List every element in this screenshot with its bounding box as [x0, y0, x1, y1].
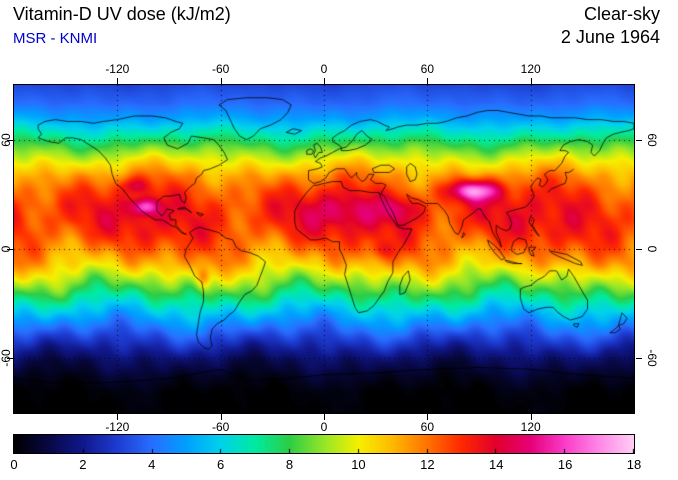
- lat-tick-mark: [7, 140, 13, 141]
- lat-tick-mark: [636, 140, 642, 141]
- lon-tick-label: 120: [520, 420, 541, 434]
- lat-tick-mark: [7, 358, 13, 359]
- map-frame: [13, 84, 635, 414]
- lat-tick-mark: [636, 249, 642, 250]
- lon-tick-mark: [427, 414, 428, 420]
- colorbar-frame: [13, 434, 635, 454]
- colorbar-tick-label: 8: [285, 457, 294, 472]
- lon-tick-label: -60: [211, 62, 230, 76]
- colorbar-tick-label: 0: [10, 457, 18, 472]
- colorbar-tick-label: 4: [148, 457, 156, 472]
- lon-tick-label: -120: [105, 420, 130, 434]
- lon-tick-label: 60: [420, 62, 434, 76]
- lon-tick-label: -120: [105, 62, 130, 76]
- lon-tick-label: 0: [320, 420, 328, 434]
- colorbar-tick-label: 10: [351, 457, 366, 472]
- lon-tick-mark: [531, 78, 532, 84]
- lon-tick-mark: [324, 414, 325, 420]
- colorbar-tick-label: 2: [79, 457, 87, 472]
- lon-tick-label: -60: [211, 420, 230, 434]
- sky-condition-label: Clear-sky: [583, 4, 660, 24]
- lon-tick-mark: [531, 414, 532, 420]
- lat-tick-label: -60: [645, 349, 659, 367]
- lon-tick-mark: [117, 78, 118, 84]
- colorbar-tick-label: 18: [626, 457, 642, 472]
- lat-tick-label: 60: [645, 132, 659, 147]
- colorbar-canvas: [14, 435, 634, 453]
- lon-tick-mark: [427, 78, 428, 84]
- colorbar-tick-label: 14: [488, 457, 504, 472]
- lon-tick-label: 0: [320, 62, 328, 76]
- date-label: 2 June 1964: [560, 27, 660, 47]
- lat-tick-label: 0: [645, 245, 659, 253]
- lat-tick-label: -60: [0, 349, 13, 367]
- lon-tick-mark: [221, 78, 222, 84]
- lat-tick-mark: [7, 249, 13, 250]
- lon-tick-mark: [117, 414, 118, 420]
- colorbar-tick-label: 6: [217, 457, 225, 472]
- lon-tick-mark: [324, 78, 325, 84]
- colorbar-tick-label: 12: [420, 457, 435, 472]
- lon-tick-label: 120: [520, 62, 541, 76]
- lat-tick-label: 0: [0, 245, 13, 253]
- colorbar-tick-label: 16: [557, 457, 573, 472]
- page-title: Vitamin-D UV dose (kJ/m2): [13, 4, 231, 24]
- lat-tick-mark: [636, 358, 642, 359]
- lon-tick-mark: [221, 414, 222, 420]
- lon-tick-label: 60: [420, 420, 434, 434]
- lat-tick-label: 60: [0, 132, 13, 147]
- uv-dose-map-canvas: [14, 85, 634, 413]
- data-source-label: MSR - KNMI: [13, 30, 98, 47]
